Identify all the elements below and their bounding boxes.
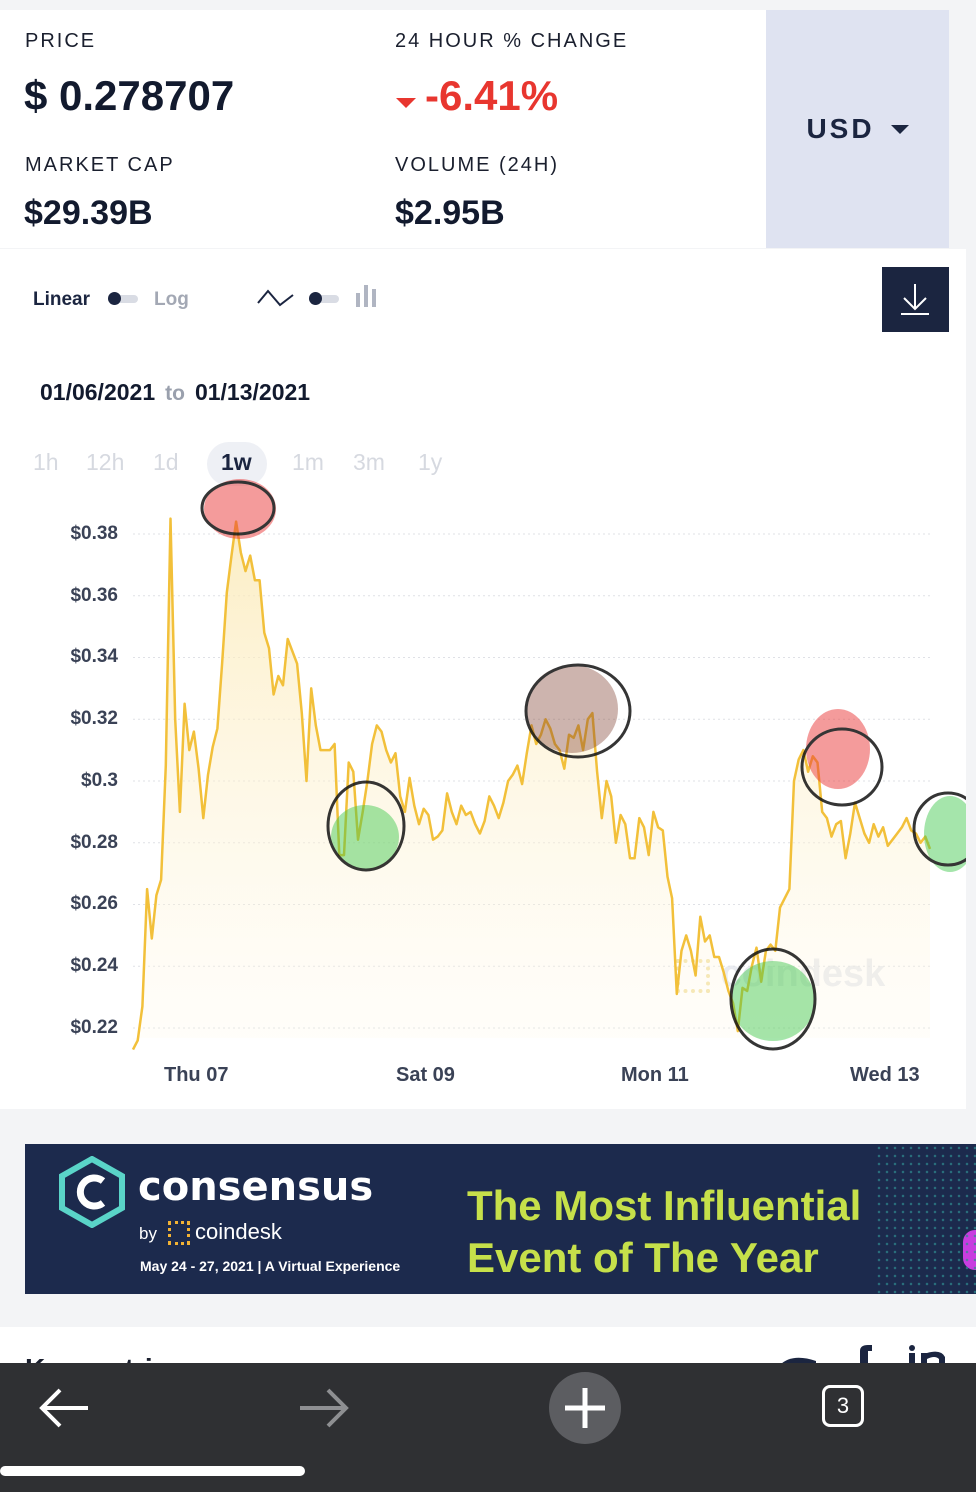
down-arrow-icon (396, 98, 416, 108)
marker-circle (800, 727, 884, 807)
date-to[interactable]: 01/13/2021 (194, 379, 311, 405)
ad-by: by (139, 1224, 157, 1243)
market-cap-label: MARKET CAP (25, 154, 175, 176)
chevron-down-icon (890, 124, 909, 134)
ad-dot-pattern (875, 1144, 976, 1294)
range-12h[interactable]: 12h (86, 449, 125, 475)
tabs-button[interactable]: 3 (822, 1385, 864, 1427)
price-chart[interactable] (0, 249, 966, 1109)
currency-select[interactable]: USD (766, 10, 949, 248)
price-area (133, 518, 930, 1050)
facebook-icon[interactable] (852, 1341, 874, 1367)
volume-label: VOLUME (24H) (395, 154, 560, 176)
y-tick: $0.34 (70, 646, 118, 667)
volume-value: $2.95B (395, 194, 505, 232)
annotation-markers (200, 479, 966, 1051)
download-button[interactable] (882, 267, 949, 332)
green-marker (331, 805, 399, 869)
download-icon (901, 284, 929, 315)
currency-value: USD (806, 113, 875, 144)
price-line (131, 517, 932, 1051)
plus-icon (565, 1388, 605, 1428)
range-1d[interactable]: 1d (153, 449, 179, 475)
stats-header: PRICE $ 0.278707 24 HOUR % CHANGE -6.41%… (0, 10, 766, 248)
x-tick: Thu 07 (164, 1064, 229, 1086)
y-tick: $0.26 (70, 893, 118, 914)
change-label: 24 HOUR % CHANGE (395, 30, 629, 52)
date-range[interactable]: 01/06/2021 to 01/13/2021 (40, 379, 310, 406)
forward-arrow-icon[interactable] (296, 1383, 352, 1433)
scale-toggle[interactable] (108, 292, 138, 305)
consensus-ad-banner[interactable]: consensus by coindesk May 24 - 27, 2021 … (25, 1144, 976, 1294)
ad-dates: May 24 - 27, 2021 | A Virtual Experience (140, 1258, 401, 1274)
line-chart-icon[interactable] (256, 285, 296, 311)
green-marker (924, 796, 966, 872)
y-tick: $0.22 (70, 1017, 118, 1038)
y-tick: $0.32 (70, 708, 118, 729)
range-1w[interactable]: 1w (221, 449, 252, 475)
bar-chart-icon[interactable] (355, 283, 379, 309)
red-marker (806, 709, 870, 789)
x-tick: Mon 11 (621, 1064, 689, 1086)
consensus-logo-icon (59, 1156, 125, 1228)
market-cap-value: $29.39B (24, 194, 153, 232)
y-tick: $0.38 (70, 523, 118, 544)
red-marker (204, 479, 276, 539)
ad-headline-2: Event of The Year (467, 1234, 819, 1281)
coindesk-logo-icon (168, 1221, 190, 1245)
y-tick: $0.24 (70, 955, 118, 976)
range-1y[interactable]: 1y (418, 449, 443, 475)
x-tick: Sat 09 (396, 1064, 455, 1086)
chart-style-toggle[interactable] (309, 292, 339, 305)
range-3m[interactable]: 3m (353, 449, 385, 475)
red-marker (526, 665, 618, 753)
log-label[interactable]: Log (154, 289, 189, 310)
linear-label[interactable]: Linear (33, 289, 91, 310)
ad-sponsor: coindesk (195, 1219, 282, 1244)
price-label: PRICE (25, 30, 97, 52)
marker-circle (524, 663, 632, 759)
price-value: $ 0.278707 (24, 72, 235, 119)
marker-circle (326, 780, 406, 872)
date-from[interactable]: 01/06/2021 (40, 379, 156, 405)
chart-panel: Linear Log 01/06/2021 to 01/13/2021 1h 12h… (0, 249, 966, 1109)
marker-circle (200, 480, 276, 536)
key-metrics-card: Key metrics (0, 1327, 976, 1384)
green-marker (731, 961, 815, 1041)
y-tick: $0.3 (81, 770, 118, 791)
range-active-pill (207, 442, 267, 486)
new-tab-button[interactable] (549, 1372, 621, 1444)
marker-circle (912, 791, 966, 867)
y-tick: $0.36 (70, 585, 118, 606)
change-value: -6.41% (425, 72, 559, 119)
home-indicator (0, 1466, 305, 1476)
y-tick: $0.28 (70, 832, 118, 853)
marker-circle (729, 947, 817, 1051)
range-1h[interactable]: 1h (33, 449, 59, 475)
x-tick: Wed 13 (850, 1064, 920, 1086)
range-1m[interactable]: 1m (292, 449, 324, 475)
date-to-word: to (165, 382, 185, 405)
back-arrow-icon[interactable] (36, 1383, 92, 1433)
ad-headline-1: The Most Influential (467, 1182, 862, 1229)
ad-brand: consensus (138, 1164, 374, 1210)
